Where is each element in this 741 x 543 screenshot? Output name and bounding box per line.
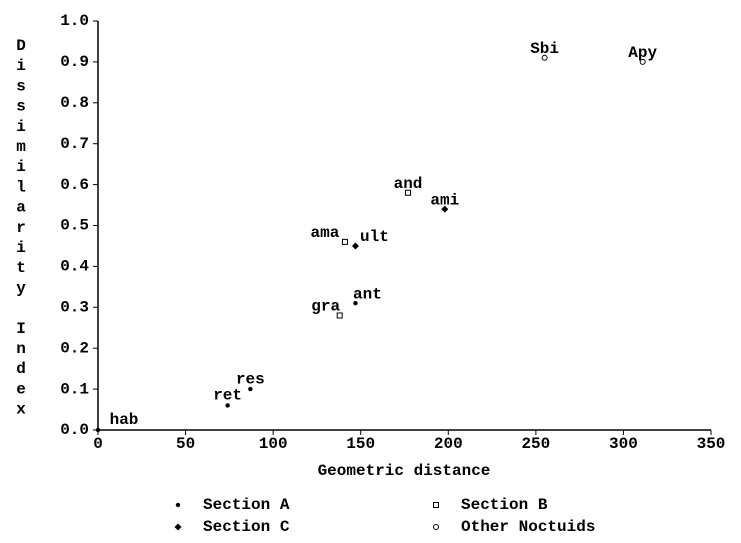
x-tick-label: 0 — [93, 435, 103, 453]
point — [225, 403, 230, 408]
legend-label: Section B — [461, 496, 548, 514]
legend-marker — [433, 524, 439, 530]
y-tick-label: 0.7 — [60, 135, 89, 153]
point-label: hab — [110, 411, 139, 429]
point — [351, 242, 359, 250]
legend-label: Section A — [203, 496, 290, 514]
y-tick-label: 0.4 — [60, 258, 89, 276]
y-tick-label: 0.0 — [60, 421, 89, 439]
point-label: res — [236, 370, 265, 388]
y-tick-label: 0.3 — [60, 299, 89, 317]
x-tick-label: 100 — [259, 435, 288, 453]
point-label: ami — [430, 191, 459, 209]
x-tick-label: 350 — [697, 435, 726, 453]
x-tick-label: 200 — [434, 435, 463, 453]
y-tick-label: 1.0 — [60, 12, 89, 30]
point — [353, 301, 358, 306]
x-tick-label: 250 — [521, 435, 550, 453]
point — [541, 54, 548, 61]
y-tick-label: 0.8 — [60, 94, 89, 112]
legend-marker — [175, 502, 181, 508]
x-axis-label: Geometric distance — [318, 462, 491, 480]
y-tick-label: 0.6 — [60, 176, 89, 194]
point — [248, 386, 253, 392]
y-tick-label: 0.2 — [60, 339, 89, 357]
legend-marker — [174, 523, 182, 531]
point — [441, 205, 449, 213]
point-label: Apy — [628, 44, 657, 62]
point — [341, 238, 348, 245]
point-label: ant — [353, 285, 382, 303]
point-label: ret — [213, 387, 242, 405]
point-label: ult — [360, 228, 389, 246]
point — [405, 189, 412, 196]
point-label: ama — [311, 224, 340, 242]
point — [639, 58, 646, 65]
y-tick-label: 0.1 — [60, 380, 89, 398]
legend-label: Section C — [203, 518, 290, 536]
y-tick-label: 0.5 — [60, 217, 89, 235]
point-label: gra — [311, 298, 340, 316]
point-label: Sbi — [530, 40, 559, 58]
y-tick-label: 0.9 — [60, 53, 89, 71]
point-label: and — [394, 175, 423, 193]
legend-label: Other Noctuids — [461, 518, 595, 536]
x-tick-label: 150 — [346, 435, 375, 453]
point — [336, 312, 343, 319]
x-tick-label: 300 — [609, 435, 638, 453]
point — [95, 427, 101, 433]
legend-marker — [433, 502, 439, 508]
x-tick-label: 50 — [176, 435, 195, 453]
